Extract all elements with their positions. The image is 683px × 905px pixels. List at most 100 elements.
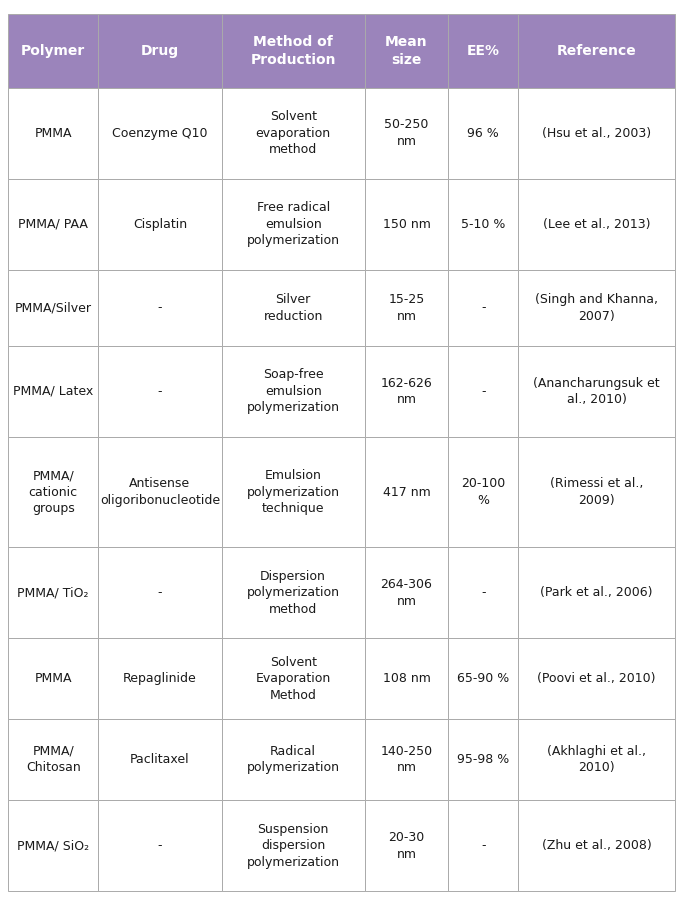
Bar [8,800,98,891]
Text: Paclitaxel: Paclitaxel [130,753,190,767]
Text: Silver
reduction: Silver reduction [264,293,323,323]
Text: (Lee et al., 2013): (Lee et al., 2013) [543,218,650,231]
Bar [8,270,98,346]
Bar [98,719,221,800]
Bar [518,14,675,88]
Text: Antisense
oligoribonucleotide: Antisense oligoribonucleotide [100,477,220,507]
Bar [448,548,518,638]
Bar [518,270,675,346]
Bar [8,88,98,179]
Text: 96 %: 96 % [467,127,499,139]
Text: PMMA/ TiO₂: PMMA/ TiO₂ [18,586,89,599]
Text: 140-250
nm: 140-250 nm [380,745,432,775]
Bar [448,346,518,437]
Bar [221,719,365,800]
Bar [221,88,365,179]
Text: Drug: Drug [141,43,179,58]
Bar [365,270,448,346]
Bar [365,638,448,719]
Bar [448,179,518,270]
Text: PMMA: PMMA [34,127,72,139]
Text: 50-250
nm: 50-250 nm [385,119,429,148]
Text: Dispersion
polymerization
method: Dispersion polymerization method [247,570,339,615]
Text: PMMA/ Latex: PMMA/ Latex [13,385,94,398]
Text: 108 nm: 108 nm [382,672,430,685]
Bar [365,88,448,179]
Text: Polymer: Polymer [21,43,85,58]
Text: Cisplatin: Cisplatin [133,218,187,231]
Text: Solvent
evaporation
method: Solvent evaporation method [255,110,331,157]
Bar [518,719,675,800]
Text: Reference: Reference [557,43,637,58]
Bar [221,270,365,346]
Bar [8,179,98,270]
Text: (Park et al., 2006): (Park et al., 2006) [540,586,653,599]
Text: -: - [481,385,486,398]
Bar [365,437,448,548]
Text: 5-10 %: 5-10 % [461,218,505,231]
Text: PMMA: PMMA [34,672,72,685]
Text: 417 nm: 417 nm [382,486,430,499]
Text: (Hsu et al., 2003): (Hsu et al., 2003) [542,127,651,139]
Bar [365,719,448,800]
Bar [518,88,675,179]
Text: PMMA/
Chitosan: PMMA/ Chitosan [26,745,81,775]
Bar [448,800,518,891]
Text: 150 nm: 150 nm [382,218,430,231]
Bar [98,270,221,346]
Text: 65-90 %: 65-90 % [457,672,510,685]
Bar [448,719,518,800]
Bar [365,800,448,891]
Bar [448,88,518,179]
Text: PMMA/
cationic
groups: PMMA/ cationic groups [29,469,78,515]
Bar [518,800,675,891]
Bar [98,179,221,270]
Bar [8,14,98,88]
Text: Emulsion
polymerization
technique: Emulsion polymerization technique [247,469,339,515]
Bar [98,548,221,638]
Text: 162-626
nm: 162-626 nm [380,376,432,406]
Text: -: - [158,385,162,398]
Bar [98,437,221,548]
Text: Coenzyme Q10: Coenzyme Q10 [112,127,208,139]
Bar [8,638,98,719]
Text: Soap-free
emulsion
polymerization: Soap-free emulsion polymerization [247,368,339,414]
Text: -: - [481,301,486,314]
Text: -: - [158,839,162,853]
Bar [518,437,675,548]
Bar [8,346,98,437]
Bar [365,179,448,270]
Text: Mean
size: Mean size [385,34,428,66]
Text: 95-98 %: 95-98 % [457,753,510,767]
Bar [448,14,518,88]
Text: Free radical
emulsion
polymerization: Free radical emulsion polymerization [247,202,339,247]
Bar [221,179,365,270]
Bar [221,14,365,88]
Text: PMMA/Silver: PMMA/Silver [15,301,92,314]
Bar [221,548,365,638]
Bar [221,346,365,437]
Text: (Singh and Khanna,
2007): (Singh and Khanna, 2007) [535,293,658,323]
Text: (Rimessi et al.,
2009): (Rimessi et al., 2009) [550,477,643,507]
Bar [221,800,365,891]
Bar [365,346,448,437]
Text: -: - [158,586,162,599]
Bar [98,346,221,437]
Bar [8,437,98,548]
Text: (Anancharungsuk et
al., 2010): (Anancharungsuk et al., 2010) [533,376,660,406]
Bar [448,638,518,719]
Bar [448,437,518,548]
Bar [98,638,221,719]
Bar [518,638,675,719]
Bar [518,179,675,270]
Text: Radical
polymerization: Radical polymerization [247,745,339,775]
Text: Repaglinide: Repaglinide [123,672,197,685]
Bar [448,270,518,346]
Text: PMMA/ SiO₂: PMMA/ SiO₂ [17,839,89,853]
Text: Suspension
dispersion
polymerization: Suspension dispersion polymerization [247,823,339,869]
Bar [365,14,448,88]
Bar [8,548,98,638]
Text: 264-306
nm: 264-306 nm [380,578,432,607]
Text: EE%: EE% [466,43,500,58]
Bar [518,548,675,638]
